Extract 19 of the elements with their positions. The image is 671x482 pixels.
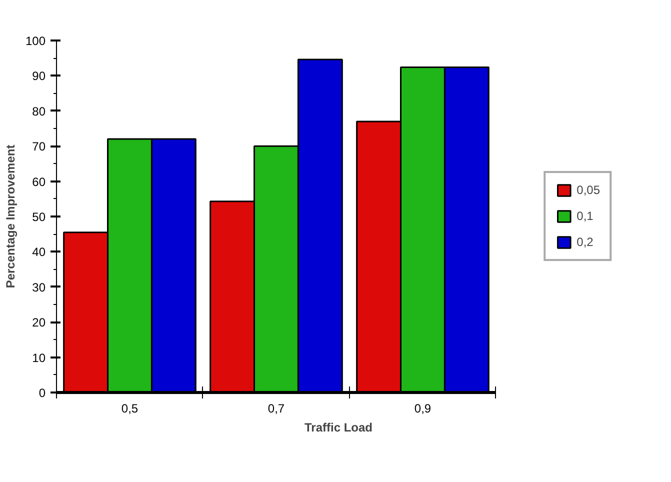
x-tick-label: 0,9	[414, 402, 432, 416]
x-tick-label: 0,7	[268, 402, 285, 416]
y-tick-label: 60	[32, 174, 46, 189]
legend-label: 0,1	[576, 209, 594, 223]
y-axis-title: Percentage Improvement	[3, 144, 18, 288]
x-axis-title: Traffic Load	[304, 420, 373, 434]
y-tick-label: 50	[32, 210, 46, 224]
y-tick-label: 30	[32, 280, 46, 294]
y-tick-label: 10	[32, 350, 46, 365]
y-tick-label: 100	[25, 34, 46, 48]
legend-label: 0,2	[576, 235, 594, 249]
y-tick-label: 20	[32, 316, 46, 330]
y-tick-label: 80	[32, 104, 46, 118]
y-tick-label: 0	[38, 386, 46, 400]
legend-label: 0,05	[576, 183, 600, 197]
y-tick-label: 70	[32, 140, 46, 154]
y-tick-label: 90	[32, 69, 46, 84]
x-tick-label: 0,5	[121, 402, 138, 416]
y-tick-label: 40	[32, 245, 46, 260]
